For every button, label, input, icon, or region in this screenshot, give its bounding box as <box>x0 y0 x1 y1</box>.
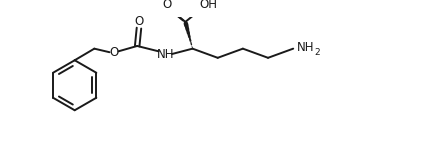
Text: 2: 2 <box>315 48 320 57</box>
Text: O: O <box>135 15 143 28</box>
Text: OH: OH <box>200 0 218 11</box>
Text: O: O <box>162 0 171 11</box>
Text: NH: NH <box>297 41 314 54</box>
Text: NH: NH <box>157 48 174 61</box>
Text: O: O <box>109 46 119 59</box>
